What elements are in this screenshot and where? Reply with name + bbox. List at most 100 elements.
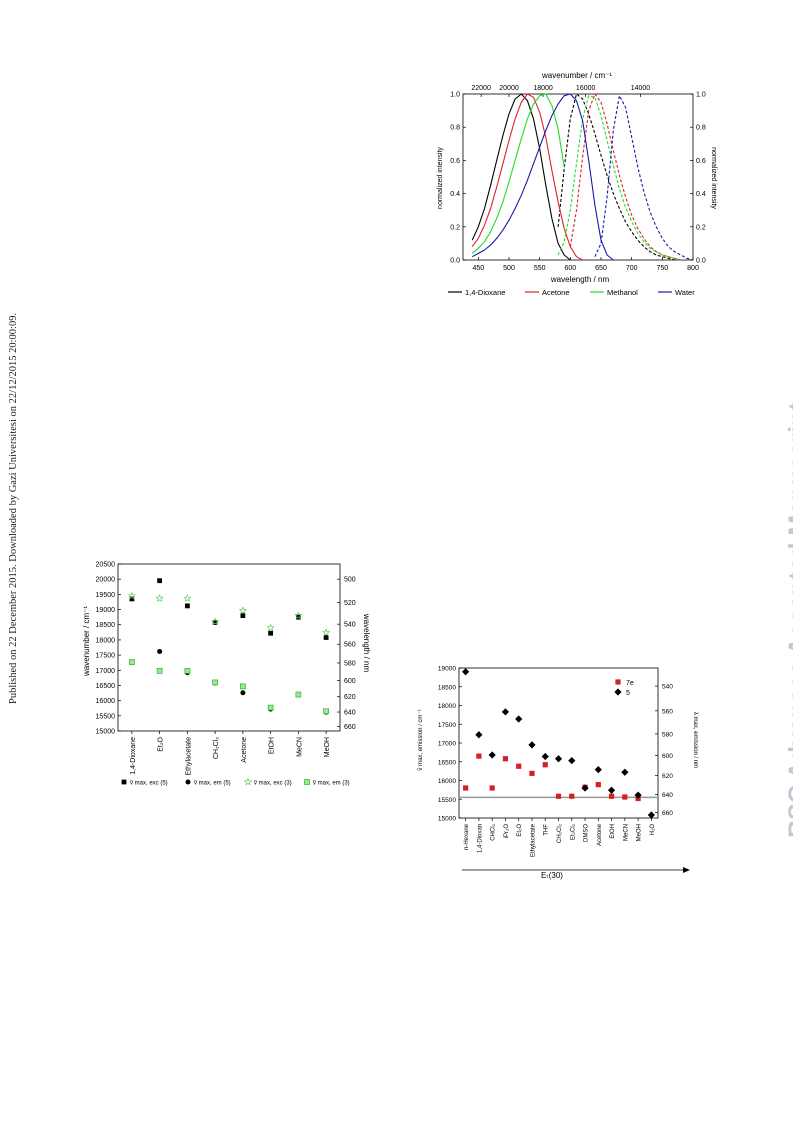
et30-tick-labels: 19000 18500 18000 17500 17000 16500 16000 15500… bbox=[438, 666, 673, 858]
solvato-left-tick-label: 16500 bbox=[96, 683, 116, 690]
et30-arrow bbox=[462, 867, 690, 873]
solvato-data-point bbox=[127, 591, 136, 600]
et30-data-point bbox=[488, 751, 496, 759]
spectra-right-tick-label: 0.0 bbox=[696, 258, 706, 265]
et30-left-tick-label: 15000 bbox=[438, 816, 456, 823]
solvato-data-point bbox=[238, 606, 247, 614]
spectra-bottom-tick-label: 650 bbox=[595, 265, 607, 272]
solvato-left-tick-label: 15000 bbox=[96, 729, 116, 736]
solvato-left-tick-label: 17500 bbox=[96, 653, 116, 660]
solvato-category-label: Ethylacetate bbox=[185, 737, 192, 776]
solvato-legend: ṽ max, exc (5) ṽ max, em (5) ṽ max, exc (3… bbox=[121, 777, 350, 787]
accepted-manuscript-watermark: RSC Advances Accepted Manuscript bbox=[784, 402, 793, 838]
solvato-left-tick-label: 18500 bbox=[96, 622, 116, 629]
spectra-tick-labels: 450 500 550 600 650 700 750 800 22000 20000 18000 1… bbox=[450, 85, 706, 272]
spectra-legend-entry: Water bbox=[675, 288, 695, 297]
spectra-legend-entry: Methanol bbox=[607, 288, 638, 297]
et30-data-point bbox=[608, 793, 615, 799]
spectra-right-tick-label: 0.8 bbox=[696, 125, 706, 132]
solvato-data-point bbox=[184, 668, 191, 674]
solvato-left-tick-label: 16000 bbox=[96, 698, 116, 705]
et30-data-point bbox=[594, 766, 602, 774]
et30-right-tick-label: 640 bbox=[662, 792, 673, 799]
emission-spectra-chart: 450 500 550 600 650 700 750 800 22000 20000 18000 1… bbox=[437, 71, 717, 297]
et30-data-point bbox=[489, 785, 495, 791]
et30-category-label: Et₂O bbox=[517, 824, 523, 837]
spectra-bottom-tick-label: 450 bbox=[472, 265, 484, 272]
et30-left-tick-label: 17000 bbox=[438, 741, 456, 748]
spectra-bottom-tick-label: 600 bbox=[564, 265, 576, 272]
spectra-series-line bbox=[557, 93, 675, 261]
et30-data-point bbox=[607, 786, 616, 794]
et30-right-axis-label: λ max, emission / nm bbox=[692, 712, 698, 768]
spectra-bottom-axis-label: wavelength / nm bbox=[550, 275, 610, 284]
solvato-left-tick-label: 18000 bbox=[96, 637, 116, 644]
solvato-data-point bbox=[267, 704, 274, 711]
spectra-series-line bbox=[594, 95, 694, 261]
et30-data-point bbox=[621, 768, 629, 776]
solvato-right-tick-label: 520 bbox=[344, 600, 356, 607]
solvato-data-point bbox=[268, 630, 274, 636]
solvato-left-tick-label: 17000 bbox=[96, 668, 116, 675]
spectra-left-tick-label: 0.2 bbox=[450, 224, 460, 231]
solvato-category-label: Acetone bbox=[241, 737, 248, 763]
solvato-left-tick-label: 20500 bbox=[96, 562, 116, 569]
spectra-left-tick-label: 1.0 bbox=[450, 92, 460, 99]
solvato-data-point bbox=[183, 593, 192, 602]
spectra-series-line bbox=[557, 95, 681, 261]
spectra-series-line bbox=[471, 93, 571, 261]
solvato-tick-labels: 20500 20000 19500 19000 18500 18000 17500 17000… bbox=[96, 562, 356, 776]
solvato-data-point bbox=[129, 659, 135, 665]
et30-left-tick-label: 19000 bbox=[438, 666, 456, 673]
et30-data-point bbox=[568, 757, 576, 765]
spectra-top-tick-label: 14000 bbox=[631, 85, 651, 92]
et30-right-tick-label: 600 bbox=[662, 753, 673, 760]
spectra-left-tick-label: 0.4 bbox=[450, 191, 460, 198]
et30-category-label: H₂O bbox=[650, 824, 656, 836]
solvato-data-point bbox=[240, 683, 246, 690]
et30-category-label: CHCl₃ bbox=[491, 823, 497, 840]
et30-left-tick-label: 18000 bbox=[438, 703, 456, 710]
spectra-bottom-tick-label: 750 bbox=[656, 265, 668, 272]
spectra-right-tick-label: 0.4 bbox=[696, 191, 706, 198]
solvato-axes bbox=[117, 563, 341, 734]
solvato-plot-frame bbox=[117, 563, 341, 732]
et30-data-point bbox=[502, 756, 509, 762]
solvato-category-label: EtOH bbox=[269, 737, 276, 754]
solvato-legend-marker bbox=[121, 779, 127, 785]
et30-category-label: n-Hexane bbox=[464, 823, 470, 850]
et30-category-label: EtOH bbox=[610, 824, 616, 839]
et30-data-point bbox=[595, 782, 601, 788]
et30-category-label: 1,4-Dioxan bbox=[477, 824, 483, 853]
spectra-series-lines bbox=[471, 93, 694, 261]
solvato-data-point bbox=[212, 620, 218, 626]
solvato-data-point bbox=[184, 603, 190, 609]
solvato-data-point bbox=[240, 613, 246, 619]
et30-right-tick-label: 660 bbox=[662, 810, 673, 817]
solvato-right-tick-label: 640 bbox=[344, 710, 356, 717]
solvato-data-point bbox=[157, 578, 163, 584]
solvato-data-point bbox=[212, 679, 218, 686]
solvato-left-tick-label: 20000 bbox=[96, 577, 116, 584]
spectra-series-line bbox=[471, 93, 614, 261]
solvato-data-point bbox=[295, 691, 302, 698]
spectra-bottom-tick-label: 550 bbox=[534, 265, 546, 272]
solvato-legend-entry: ṽ max, exc (5) bbox=[130, 781, 168, 787]
et30-legend: 7e5 bbox=[614, 679, 634, 697]
et30-left-tick-label: 15500 bbox=[438, 797, 456, 804]
spectra-axes bbox=[462, 93, 694, 261]
et30-category-label: MeCN bbox=[623, 824, 629, 841]
spectra-top-axis-label: wavenumber / cm⁻¹ bbox=[541, 71, 612, 80]
solvato-left-tick-label: 15500 bbox=[96, 713, 116, 720]
spectra-plot-frame bbox=[462, 93, 694, 261]
solvato-right-tick-label: 600 bbox=[344, 678, 356, 685]
solvato-left-tick-label: 19500 bbox=[96, 592, 116, 599]
solvato-legend-entry: ṽ max, exc (3) bbox=[254, 781, 292, 787]
solvato-data-point bbox=[155, 593, 164, 602]
spectra-legend-entry: 1,4-Dioxane bbox=[465, 288, 505, 297]
et30-data-point bbox=[554, 755, 563, 763]
et30-right-tick-label: 580 bbox=[662, 731, 673, 738]
et30-data-point bbox=[542, 762, 548, 768]
et30-legend-marker bbox=[615, 679, 621, 685]
spectra-series-line bbox=[471, 93, 565, 254]
